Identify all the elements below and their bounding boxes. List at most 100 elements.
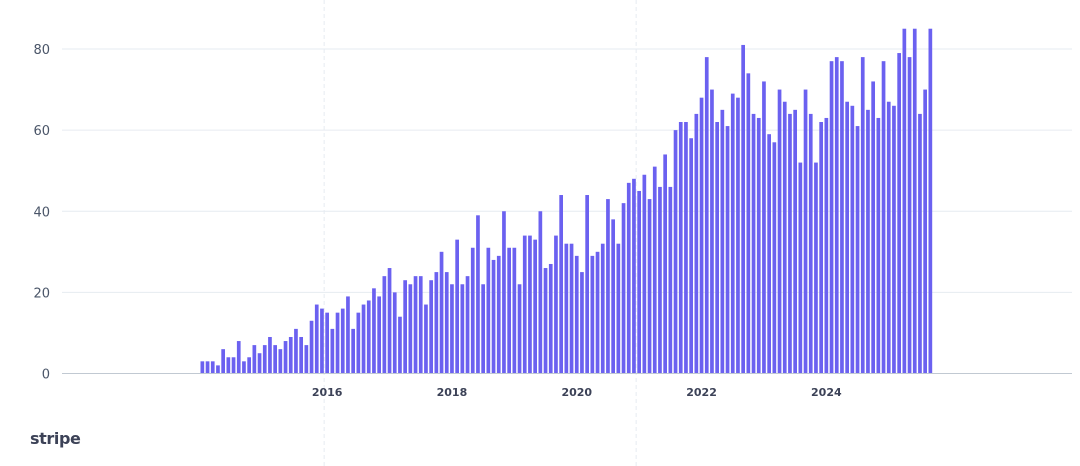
bar <box>502 211 506 374</box>
bar <box>590 255 595 374</box>
bar <box>221 349 225 374</box>
bar <box>652 166 657 374</box>
bar <box>262 345 267 374</box>
bar <box>772 142 777 374</box>
bar <box>902 28 907 374</box>
bar <box>242 361 246 374</box>
x-tick-label: 2020 <box>561 386 592 399</box>
bar <box>574 255 579 374</box>
bar <box>626 182 631 374</box>
bar <box>897 53 901 374</box>
bar <box>689 138 693 374</box>
bar <box>216 365 220 374</box>
bar <box>741 44 745 374</box>
bar <box>434 272 439 374</box>
bar <box>429 280 433 374</box>
bar <box>928 28 933 374</box>
bar <box>205 361 210 374</box>
bar <box>543 268 548 374</box>
bar <box>398 316 402 374</box>
bar <box>762 81 766 374</box>
x-tick-label: 2024 <box>811 386 842 399</box>
bar <box>377 296 381 374</box>
bar <box>621 203 626 374</box>
bar <box>834 57 839 374</box>
bar <box>200 361 205 374</box>
bar <box>580 272 584 374</box>
bar <box>569 243 574 374</box>
bar <box>647 199 652 374</box>
bar <box>330 328 335 374</box>
bar <box>486 247 491 374</box>
bar <box>444 272 449 374</box>
bar <box>767 134 771 374</box>
bar <box>803 89 808 374</box>
bar <box>356 312 361 374</box>
y-tick-label: 0 <box>42 368 50 383</box>
bar <box>408 284 413 374</box>
bar <box>247 357 251 374</box>
vertical-gridlines <box>323 0 637 466</box>
bar <box>736 97 740 374</box>
bar <box>595 251 600 374</box>
bar <box>460 284 465 374</box>
x-tick-label: 2016 <box>312 386 343 399</box>
bar <box>715 122 719 374</box>
bar-series <box>200 28 933 374</box>
bar <box>210 361 215 374</box>
bar <box>819 122 823 374</box>
bar <box>481 284 485 374</box>
bar <box>756 117 761 374</box>
bar <box>361 304 366 374</box>
bar <box>886 101 891 374</box>
bar <box>746 73 751 374</box>
bar <box>585 195 589 374</box>
bar <box>387 268 392 374</box>
bar <box>642 174 647 374</box>
bar <box>476 215 480 374</box>
bar <box>788 113 792 374</box>
bar <box>392 292 397 374</box>
bar <box>325 312 329 374</box>
bar <box>548 263 553 374</box>
bar <box>418 276 423 374</box>
bar <box>372 288 376 374</box>
bar <box>554 235 558 374</box>
bar <box>829 61 834 374</box>
bar <box>252 345 257 374</box>
bar <box>793 109 797 374</box>
bar <box>413 276 418 374</box>
bar <box>491 259 496 374</box>
bar <box>299 336 303 374</box>
bar <box>611 219 615 374</box>
bar <box>876 117 881 374</box>
bar <box>538 211 543 374</box>
bar <box>850 105 855 374</box>
bar <box>528 235 532 374</box>
x-tick-label: 2018 <box>437 386 468 399</box>
bar <box>616 243 621 374</box>
y-axis-tick-labels: 0 20 40 60 80 <box>33 43 50 383</box>
bar <box>725 126 730 374</box>
bar <box>403 280 407 374</box>
bar <box>351 328 355 374</box>
bar <box>470 247 475 374</box>
x-axis-tick-labels: 2016 2018 2020 2022 2024 <box>312 386 842 399</box>
bar <box>507 247 511 374</box>
bar <box>871 81 875 374</box>
bar <box>226 357 231 374</box>
bar <box>798 162 803 374</box>
bar <box>522 235 527 374</box>
bar <box>257 353 262 374</box>
bar <box>699 97 704 374</box>
bar <box>710 89 714 374</box>
bar <box>309 320 314 374</box>
bar <box>918 113 922 374</box>
y-tick-label: 40 <box>33 205 50 220</box>
y-tick-label: 80 <box>33 43 50 58</box>
bar <box>236 341 241 374</box>
bar <box>840 61 844 374</box>
bar <box>559 195 563 374</box>
bar <box>881 61 886 374</box>
bar <box>824 117 829 374</box>
